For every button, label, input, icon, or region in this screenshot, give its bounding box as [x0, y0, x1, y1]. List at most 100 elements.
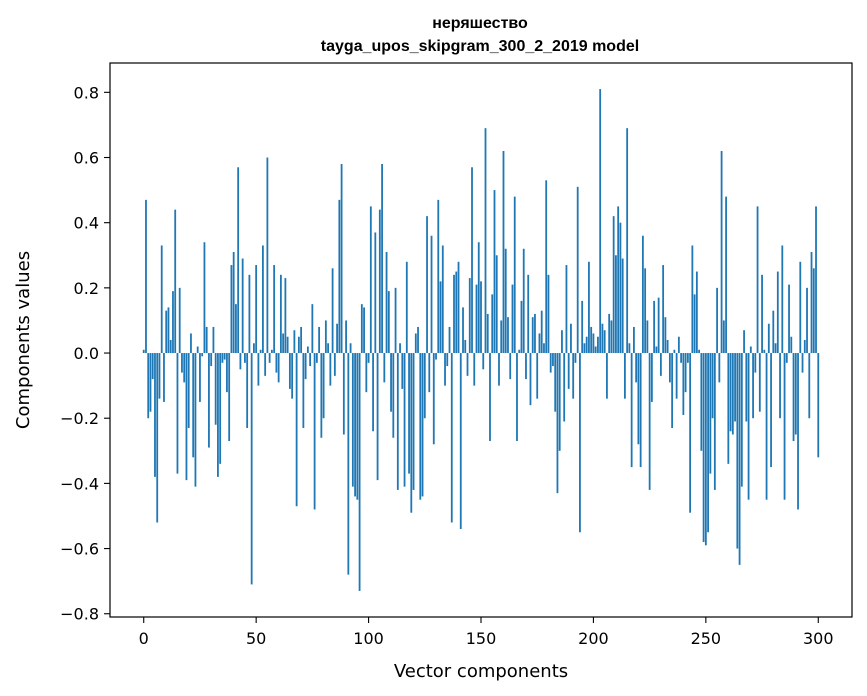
bar-83	[329, 353, 332, 386]
bar-152	[484, 128, 487, 354]
bar-118	[408, 353, 410, 474]
plot-frame	[109, 62, 853, 618]
bar-60	[277, 353, 280, 383]
bar-166	[516, 353, 518, 442]
bar-287	[788, 284, 790, 354]
bar-0	[142, 349, 145, 354]
bar-136	[448, 326, 451, 354]
y-tick-label: 0.0	[74, 344, 99, 363]
bar-128	[430, 235, 433, 354]
bar-209	[612, 216, 615, 354]
bar-202	[597, 336, 599, 354]
bar-182	[552, 353, 554, 367]
bar-246	[695, 271, 698, 354]
bar-271	[752, 353, 754, 419]
bar-93	[351, 353, 354, 487]
bar-94	[354, 353, 356, 497]
bar-165	[513, 196, 516, 354]
bar-42	[237, 167, 240, 354]
bar-261	[729, 353, 732, 432]
bar-115	[401, 353, 404, 389]
bar-103	[374, 232, 377, 354]
bar-130	[435, 353, 437, 360]
bar-116	[403, 353, 406, 487]
bar-132	[439, 281, 442, 354]
y-tick-label: −0.4	[60, 474, 99, 493]
bar-238	[677, 336, 680, 354]
bar-177	[540, 310, 543, 354]
bar-86	[336, 323, 338, 354]
bar-159	[500, 320, 503, 354]
bar-82	[327, 343, 329, 354]
bar-13	[172, 291, 174, 354]
bar-102	[372, 353, 374, 432]
bar-38	[228, 353, 231, 442]
bar-273	[756, 206, 759, 354]
bar-52	[259, 349, 262, 354]
bar-270	[749, 346, 752, 354]
bar-59	[275, 353, 278, 373]
bar-101	[369, 206, 372, 354]
bar-92	[349, 343, 352, 354]
bar-25	[199, 353, 201, 402]
bar-23	[194, 353, 197, 487]
bar-278	[767, 323, 770, 354]
bar-120	[412, 353, 415, 490]
bar-105	[378, 209, 381, 354]
bar-161	[504, 248, 507, 354]
bar-125	[423, 353, 426, 419]
bar-229	[657, 297, 660, 354]
bar-141	[459, 353, 462, 530]
bar-176	[538, 333, 541, 354]
bar-6	[156, 353, 159, 523]
bar-138	[453, 274, 455, 354]
bar-193	[576, 186, 579, 354]
bar-171	[527, 274, 530, 354]
y-tick-label: 0.8	[74, 83, 99, 102]
bar-1	[145, 199, 147, 354]
bar-237	[675, 353, 678, 399]
bar-290	[794, 353, 797, 435]
bar-227	[653, 300, 656, 354]
bar-139	[455, 271, 458, 354]
bar-27	[203, 242, 206, 354]
bar-170	[525, 353, 527, 380]
bar-236	[673, 349, 676, 354]
bar-195	[581, 300, 584, 354]
bar-283	[779, 353, 781, 419]
bar-299	[815, 206, 817, 354]
bar-95	[356, 353, 359, 500]
bar-163	[509, 353, 512, 380]
bar-214	[624, 353, 626, 399]
bar-19	[185, 353, 188, 481]
bar-181	[549, 353, 552, 373]
bar-9	[163, 353, 165, 402]
x-tick-label: 250	[691, 629, 722, 648]
bar-284	[781, 245, 784, 354]
bar-142	[462, 307, 464, 354]
bar-221	[639, 353, 642, 468]
bar-206	[606, 353, 608, 399]
bar-45	[244, 353, 246, 363]
bar-230	[659, 353, 662, 376]
bar-249	[702, 353, 705, 543]
bar-190	[570, 323, 572, 354]
bar-180	[547, 274, 550, 354]
bar-167	[518, 349, 521, 354]
bar-129	[432, 353, 435, 445]
bar-189	[567, 353, 570, 389]
bar-285	[783, 353, 786, 500]
bar-253	[711, 353, 714, 419]
bar-55	[266, 157, 269, 354]
y-tick-label: 0.2	[74, 279, 99, 298]
bar-123	[419, 353, 422, 500]
bar-48	[250, 353, 253, 585]
chart-title: неряшество	[432, 15, 528, 32]
bar-122	[417, 326, 419, 354]
bar-7	[158, 353, 161, 399]
bar-294	[803, 340, 806, 354]
bar-39	[230, 265, 233, 354]
x-tick-label: 50	[246, 629, 266, 648]
